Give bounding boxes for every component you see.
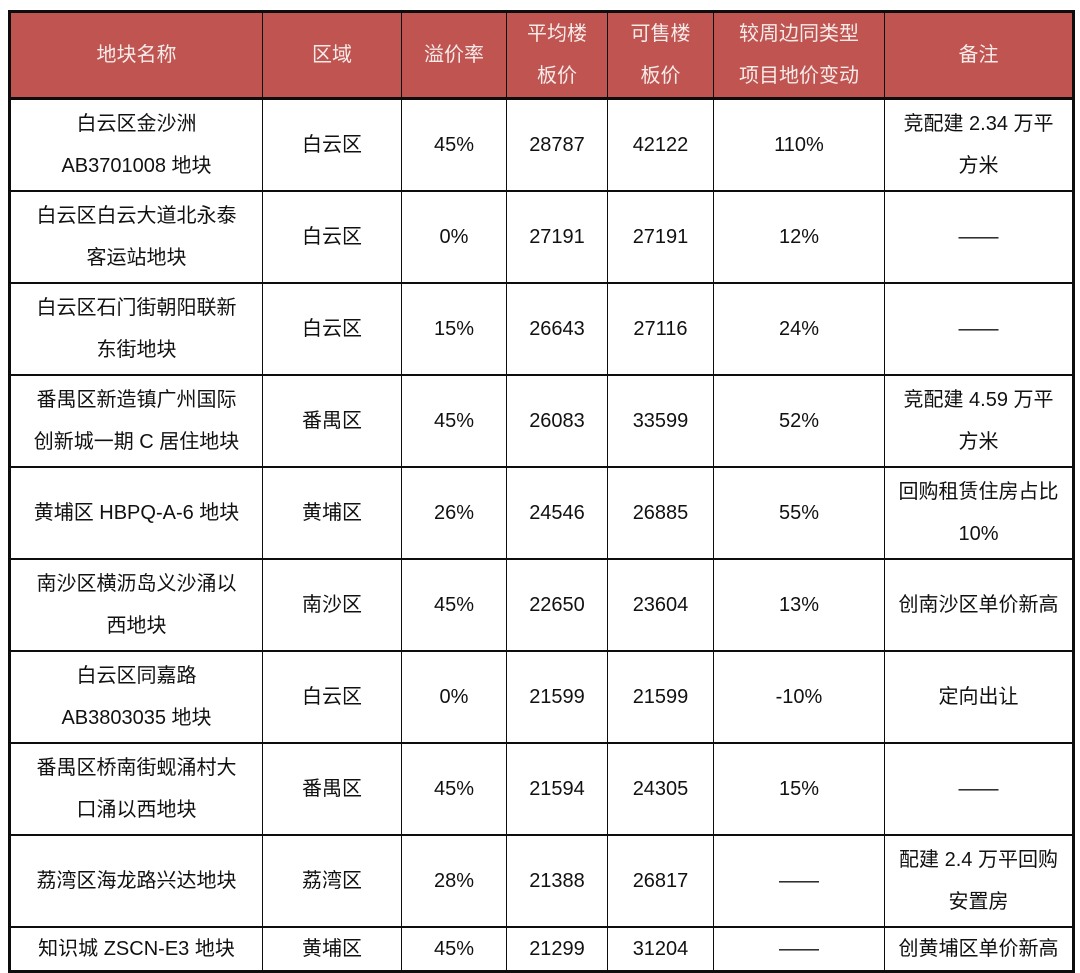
cell-avg-floor-price: 27191 <box>506 189 608 284</box>
cell-district: 南沙区 <box>262 557 402 652</box>
cell-parcel-name: 知识城 ZSCN-E3 地块 <box>9 925 263 973</box>
cell-premium-rate: 45% <box>401 557 507 652</box>
col-header-price-change: 较周边同类型 项目地价变动 <box>713 10 885 100</box>
table-row: 番禺区新造镇广州国际 创新城一期 C 居住地块 番禺区 45% 26083 33… <box>9 373 1074 468</box>
cell-sellable-floor-price: 23604 <box>607 557 714 652</box>
cell-parcel-name: 黄埔区 HBPQ-A-6 地块 <box>9 465 263 560</box>
cell-avg-floor-price: 21388 <box>506 833 608 928</box>
cell-avg-floor-price: 21299 <box>506 925 608 973</box>
cell-note: —— <box>884 741 1074 836</box>
cell-price-change: 15% <box>713 741 885 836</box>
cell-note: 回购租赁住房占比 10% <box>884 465 1074 560</box>
cell-premium-rate: 45% <box>401 97 507 192</box>
header-row: 地块名称 区域 溢价率 平均楼 板价 可售楼 板价 较周边同类型 项目地价变动 … <box>9 10 1074 100</box>
cell-price-change: 13% <box>713 557 885 652</box>
table-row: 南沙区横沥岛义沙涌以 西地块 南沙区 45% 22650 23604 13% 创… <box>9 557 1074 652</box>
cell-note: —— <box>884 281 1074 376</box>
cell-price-change: 24% <box>713 281 885 376</box>
cell-note: —— <box>884 189 1074 284</box>
table-row: 番禺区桥南街蚬涌村大 口涌以西地块 番禺区 45% 21594 24305 15… <box>9 741 1074 836</box>
cell-sellable-floor-price: 42122 <box>607 97 714 192</box>
cell-sellable-floor-price: 27191 <box>607 189 714 284</box>
col-header-sellable-floor-price: 可售楼 板价 <box>607 10 714 100</box>
col-header-premium-rate: 溢价率 <box>401 10 507 100</box>
cell-parcel-name: 白云区金沙洲 AB3701008 地块 <box>9 97 263 192</box>
land-parcel-table: 地块名称 区域 溢价率 平均楼 板价 可售楼 板价 较周边同类型 项目地价变动 … <box>8 10 1075 973</box>
cell-premium-rate: 45% <box>401 741 507 836</box>
cell-sellable-floor-price: 31204 <box>607 925 714 973</box>
cell-parcel-name: 南沙区横沥岛义沙涌以 西地块 <box>9 557 263 652</box>
cell-parcel-name: 白云区白云大道北永泰 客运站地块 <box>9 189 263 284</box>
cell-sellable-floor-price: 24305 <box>607 741 714 836</box>
cell-premium-rate: 26% <box>401 465 507 560</box>
cell-district: 白云区 <box>262 649 402 744</box>
cell-note: 定向出让 <box>884 649 1074 744</box>
cell-price-change: 110% <box>713 97 885 192</box>
table-row: 荔湾区海龙路兴达地块 荔湾区 28% 21388 26817 —— 配建 2.4… <box>9 833 1074 928</box>
col-header-note: 备注 <box>884 10 1074 100</box>
cell-premium-rate: 0% <box>401 189 507 284</box>
table-row: 白云区同嘉路 AB3803035 地块 白云区 0% 21599 21599 -… <box>9 649 1074 744</box>
cell-avg-floor-price: 22650 <box>506 557 608 652</box>
table-body: 白云区金沙洲 AB3701008 地块 白云区 45% 28787 42122 … <box>9 97 1074 973</box>
col-header-parcel-name: 地块名称 <box>9 10 263 100</box>
cell-sellable-floor-price: 21599 <box>607 649 714 744</box>
cell-price-change: —— <box>713 925 885 973</box>
cell-sellable-floor-price: 33599 <box>607 373 714 468</box>
table-row: 白云区金沙洲 AB3701008 地块 白云区 45% 28787 42122 … <box>9 97 1074 192</box>
table-row: 白云区石门街朝阳联新 东街地块 白云区 15% 26643 27116 24% … <box>9 281 1074 376</box>
cell-price-change: —— <box>713 833 885 928</box>
cell-district: 白云区 <box>262 189 402 284</box>
cell-district: 黄埔区 <box>262 465 402 560</box>
cell-price-change: -10% <box>713 649 885 744</box>
cell-note: 竞配建 2.34 万平 方米 <box>884 97 1074 192</box>
cell-parcel-name: 番禺区桥南街蚬涌村大 口涌以西地块 <box>9 741 263 836</box>
table-row: 黄埔区 HBPQ-A-6 地块 黄埔区 26% 24546 26885 55% … <box>9 465 1074 560</box>
cell-note: 竞配建 4.59 万平 方米 <box>884 373 1074 468</box>
cell-parcel-name: 荔湾区海龙路兴达地块 <box>9 833 263 928</box>
cell-parcel-name: 白云区石门街朝阳联新 东街地块 <box>9 281 263 376</box>
cell-premium-rate: 0% <box>401 649 507 744</box>
cell-price-change: 52% <box>713 373 885 468</box>
cell-sellable-floor-price: 26885 <box>607 465 714 560</box>
cell-note: 配建 2.4 万平回购 安置房 <box>884 833 1074 928</box>
cell-note: 创黄埔区单价新高 <box>884 925 1074 973</box>
cell-premium-rate: 28% <box>401 833 507 928</box>
table-row: 知识城 ZSCN-E3 地块 黄埔区 45% 21299 31204 —— 创黄… <box>9 925 1074 973</box>
cell-sellable-floor-price: 26817 <box>607 833 714 928</box>
cell-district: 荔湾区 <box>262 833 402 928</box>
cell-district: 白云区 <box>262 97 402 192</box>
cell-district: 黄埔区 <box>262 925 402 973</box>
cell-avg-floor-price: 26643 <box>506 281 608 376</box>
cell-premium-rate: 45% <box>401 925 507 973</box>
cell-district: 白云区 <box>262 281 402 376</box>
cell-district: 番禺区 <box>262 373 402 468</box>
cell-price-change: 12% <box>713 189 885 284</box>
table-header: 地块名称 区域 溢价率 平均楼 板价 可售楼 板价 较周边同类型 项目地价变动 … <box>9 10 1074 100</box>
cell-price-change: 55% <box>713 465 885 560</box>
cell-premium-rate: 15% <box>401 281 507 376</box>
cell-parcel-name: 番禺区新造镇广州国际 创新城一期 C 居住地块 <box>9 373 263 468</box>
table-row: 白云区白云大道北永泰 客运站地块 白云区 0% 27191 27191 12% … <box>9 189 1074 284</box>
col-header-avg-floor-price: 平均楼 板价 <box>506 10 608 100</box>
cell-avg-floor-price: 21599 <box>506 649 608 744</box>
cell-avg-floor-price: 24546 <box>506 465 608 560</box>
cell-sellable-floor-price: 27116 <box>607 281 714 376</box>
cell-parcel-name: 白云区同嘉路 AB3803035 地块 <box>9 649 263 744</box>
col-header-district: 区域 <box>262 10 402 100</box>
cell-district: 番禺区 <box>262 741 402 836</box>
cell-avg-floor-price: 26083 <box>506 373 608 468</box>
cell-avg-floor-price: 28787 <box>506 97 608 192</box>
cell-note: 创南沙区单价新高 <box>884 557 1074 652</box>
cell-avg-floor-price: 21594 <box>506 741 608 836</box>
cell-premium-rate: 45% <box>401 373 507 468</box>
